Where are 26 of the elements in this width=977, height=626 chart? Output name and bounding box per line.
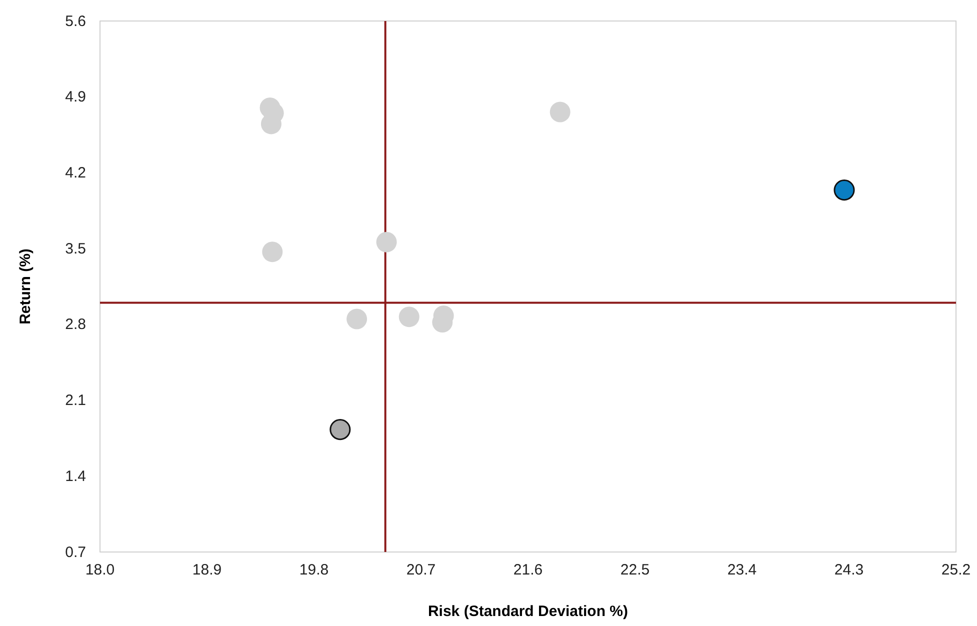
x-tick-label: 25.2 bbox=[941, 562, 971, 579]
x-tick-label: 18.0 bbox=[85, 562, 115, 579]
point bbox=[376, 232, 397, 252]
x-tick-label: 19.8 bbox=[299, 562, 329, 579]
point bbox=[330, 419, 351, 440]
point bbox=[834, 180, 855, 201]
y-tick-label: 1.4 bbox=[65, 468, 86, 485]
x-tick-label: 24.3 bbox=[834, 562, 864, 579]
y-tick-label: 2.1 bbox=[65, 392, 86, 410]
point bbox=[398, 306, 420, 328]
point bbox=[550, 102, 570, 122]
y-tick-label: 3.5 bbox=[65, 240, 86, 258]
x-axis-title: Risk (Standard Deviation %) bbox=[428, 603, 628, 620]
y-tick-label: 5.6 bbox=[65, 12, 86, 30]
x-tick-label: 23.4 bbox=[727, 562, 757, 579]
x-tick-label: 22.5 bbox=[620, 562, 650, 579]
y-axis-title: Return (%) bbox=[17, 248, 34, 324]
y-tick-label: 2.8 bbox=[65, 316, 86, 334]
point bbox=[346, 308, 368, 330]
x-tick-label: 18.9 bbox=[192, 562, 222, 579]
point bbox=[262, 242, 283, 262]
y-tick-label: 4.2 bbox=[65, 164, 86, 182]
x-tick-label: 21.6 bbox=[513, 562, 543, 579]
y-tick-label: 4.9 bbox=[65, 88, 86, 106]
y-tick-label: 0.7 bbox=[65, 544, 86, 561]
x-tick-label: 20.7 bbox=[406, 562, 436, 579]
